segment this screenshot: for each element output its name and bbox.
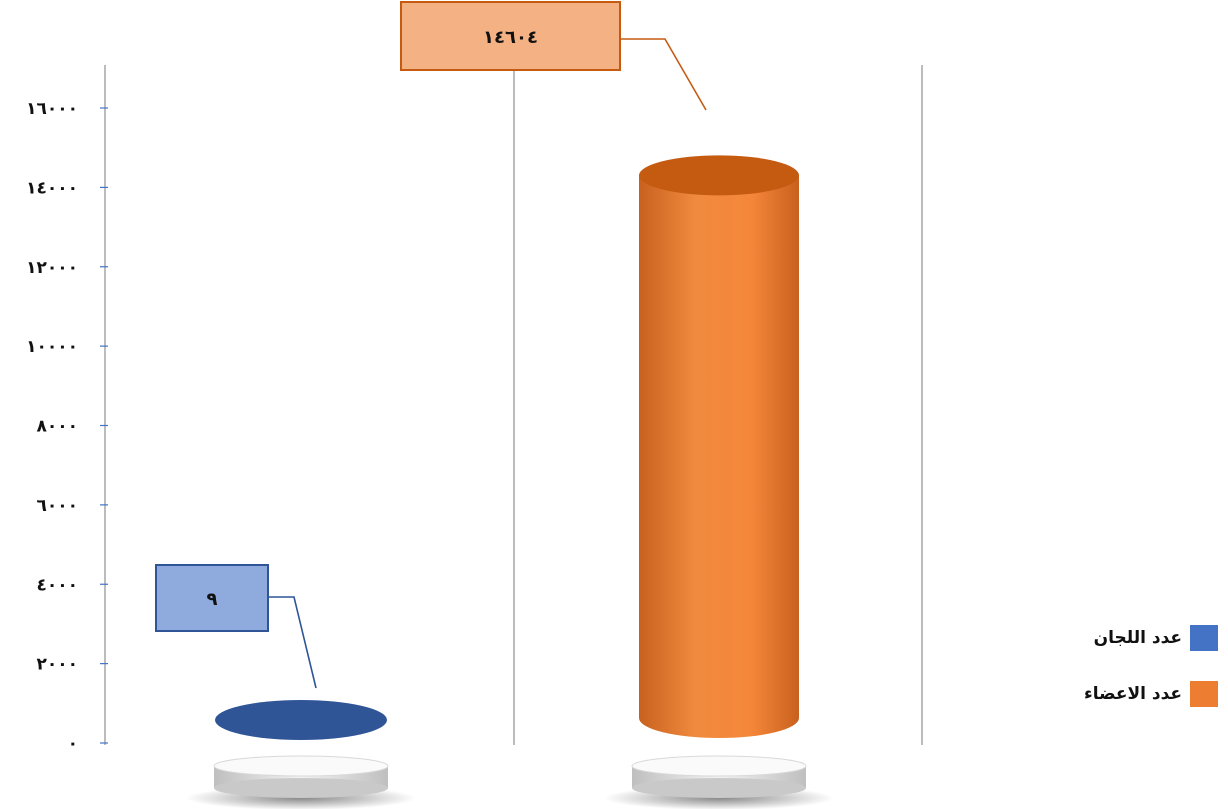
callout-box	[155, 564, 269, 632]
legend-swatch-blue	[1190, 625, 1218, 651]
bar-base	[639, 698, 799, 738]
bar-top	[639, 155, 799, 196]
y-tick-label: ٠	[68, 734, 78, 754]
legend-swatch-orange	[1190, 681, 1218, 707]
bar-body	[639, 175, 799, 718]
y-axis-ticks: ٠ ٢٠٠٠ ٤٠٠٠ ٦٠٠٠ ٨٠٠٠ ١٠٠٠٠ ١٢٠٠٠ ١٤٠٠٠ ١٦٠٠٠	[26, 99, 108, 754]
y-tick-label: ١٢٠٠٠	[26, 258, 78, 278]
data-label-callouts: ٩ ١٤٦٠٤	[155, 1, 707, 689]
legend-item-members: عدد الاعضاء	[1018, 674, 1218, 714]
legend-label: عدد الاعضاء	[1084, 684, 1182, 704]
y-tick-label: ١٤٠٠٠	[26, 178, 78, 198]
y-tick-label: ٨٠٠٠	[36, 417, 78, 437]
bars	[215, 155, 799, 740]
data-label: ١٤٦٠٤	[483, 27, 538, 48]
pedestal-bottom	[214, 778, 388, 798]
pedestal-bottom	[632, 778, 806, 798]
bar-pedestals	[186, 755, 834, 809]
y-tick-label: ١٦٠٠٠	[26, 99, 78, 119]
callout-leader-line	[268, 596, 317, 689]
y-tick-label: ٢٠٠٠	[36, 655, 78, 675]
y-tick-label: ٦٠٠٠	[36, 496, 78, 516]
pedestal-top	[213, 755, 389, 777]
callout-leader-line	[620, 38, 707, 111]
legend-label: عدد اللجان	[1093, 628, 1182, 648]
legend-item-committees: عدد اللجان	[1018, 618, 1218, 658]
pedestal-top	[631, 755, 807, 777]
legend: عدد اللجان عدد الاعضاء	[1018, 618, 1218, 730]
bar-top	[215, 700, 387, 740]
data-label: ٩	[207, 589, 218, 610]
y-tick-label: ١٠٠٠٠	[26, 337, 78, 357]
y-tick-label: ٤٠٠٠	[36, 575, 78, 595]
callout-box	[400, 1, 621, 71]
